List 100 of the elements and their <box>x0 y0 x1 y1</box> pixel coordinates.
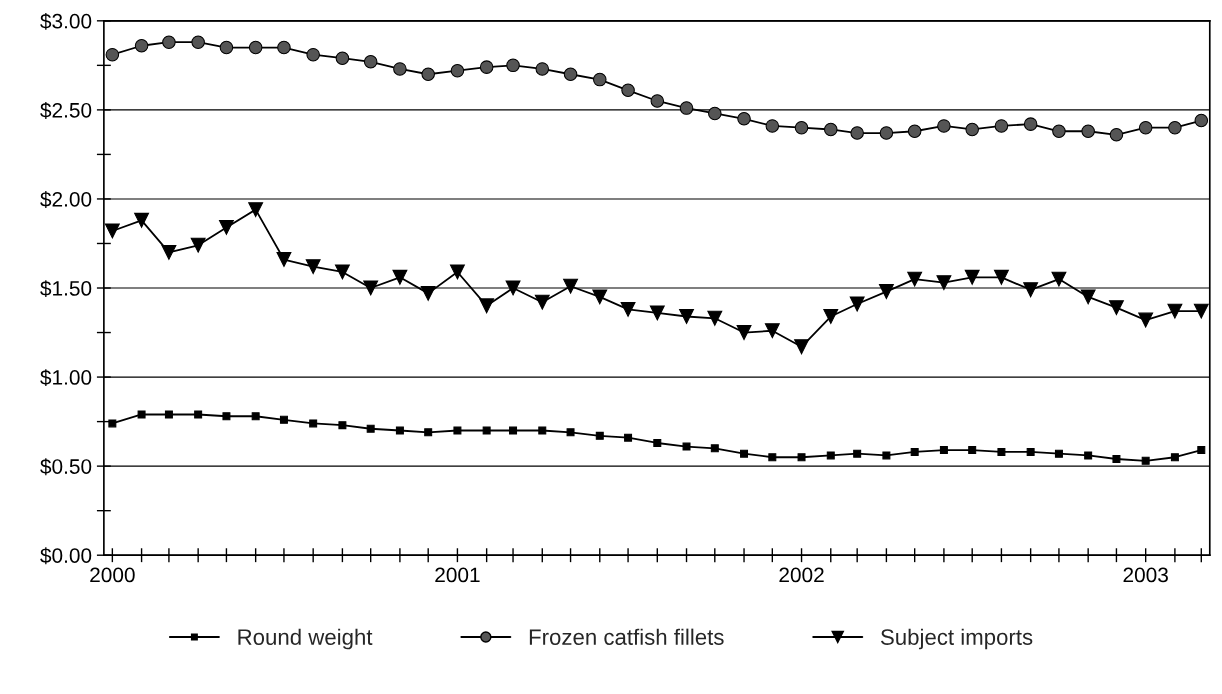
point <box>710 444 719 453</box>
point <box>937 119 951 133</box>
legend-label: Round weight <box>238 628 373 650</box>
point <box>279 415 288 424</box>
point <box>276 252 292 267</box>
point <box>997 447 1006 456</box>
point <box>965 122 979 137</box>
point <box>449 264 465 280</box>
point <box>1109 128 1124 142</box>
point <box>968 446 977 455</box>
point <box>222 412 231 421</box>
point <box>105 47 120 62</box>
x-tick-label: 2003 <box>1123 567 1168 583</box>
point <box>993 269 1009 285</box>
point <box>1197 446 1206 455</box>
point <box>277 40 291 55</box>
point <box>1168 120 1182 135</box>
point <box>479 60 494 74</box>
point <box>309 419 318 428</box>
point <box>910 447 919 456</box>
point <box>650 94 665 108</box>
y-tick-label: $3.00 <box>40 12 92 30</box>
point <box>395 426 404 435</box>
point <box>620 301 636 317</box>
point <box>592 289 608 305</box>
point <box>740 449 749 458</box>
point <box>595 431 604 440</box>
point <box>1138 312 1154 328</box>
point <box>479 298 495 314</box>
point <box>420 285 436 301</box>
point <box>219 40 234 55</box>
point <box>621 83 635 98</box>
x-tick-label: 2000 <box>90 567 135 583</box>
x-tick-label: 2002 <box>779 567 824 583</box>
point <box>421 67 435 82</box>
point <box>535 62 550 76</box>
point <box>218 219 234 235</box>
point <box>453 426 462 435</box>
point <box>1167 303 1183 319</box>
point <box>566 428 575 437</box>
y-tick-label: $0.50 <box>40 458 92 476</box>
point <box>506 58 520 73</box>
point <box>161 244 177 260</box>
point <box>563 278 579 294</box>
point <box>534 294 550 310</box>
point <box>338 421 347 430</box>
point <box>134 212 150 228</box>
point <box>764 323 780 339</box>
point <box>1023 117 1038 131</box>
point <box>1080 289 1096 305</box>
point <box>538 426 547 435</box>
point <box>392 269 408 285</box>
point <box>251 412 260 421</box>
point <box>164 410 173 419</box>
point <box>366 424 375 433</box>
point <box>824 122 838 137</box>
point <box>335 51 350 65</box>
point <box>907 124 922 139</box>
point <box>707 310 723 326</box>
point <box>649 305 665 321</box>
point <box>682 442 691 451</box>
point <box>736 325 752 341</box>
point <box>879 126 894 140</box>
point <box>1194 113 1209 128</box>
point <box>1052 124 1066 139</box>
point <box>853 449 862 458</box>
point <box>190 237 206 253</box>
point <box>936 275 952 291</box>
point <box>393 62 407 76</box>
point <box>1141 456 1150 465</box>
point <box>248 40 263 55</box>
point <box>823 309 839 324</box>
point <box>708 106 722 121</box>
point <box>797 453 806 462</box>
point <box>191 35 205 49</box>
point <box>882 451 891 460</box>
point <box>505 280 521 296</box>
point <box>794 339 810 355</box>
point <box>737 112 751 126</box>
legend-label: Subject imports <box>880 628 1033 650</box>
point <box>108 419 117 428</box>
point <box>363 55 378 69</box>
point <box>1023 282 1039 298</box>
point <box>593 72 607 87</box>
point <box>563 67 578 82</box>
point <box>1193 303 1209 319</box>
point <box>248 202 264 218</box>
point <box>1081 124 1095 139</box>
point <box>1108 300 1124 316</box>
point <box>964 269 980 285</box>
point <box>994 119 1009 133</box>
point <box>1084 451 1093 460</box>
point <box>194 410 203 419</box>
point <box>1054 449 1063 458</box>
y-tick-label: $0.00 <box>40 547 92 565</box>
point <box>679 309 694 324</box>
point <box>878 284 894 300</box>
y-tick-label: $2.50 <box>40 102 92 119</box>
point <box>137 410 146 419</box>
point <box>768 453 777 462</box>
